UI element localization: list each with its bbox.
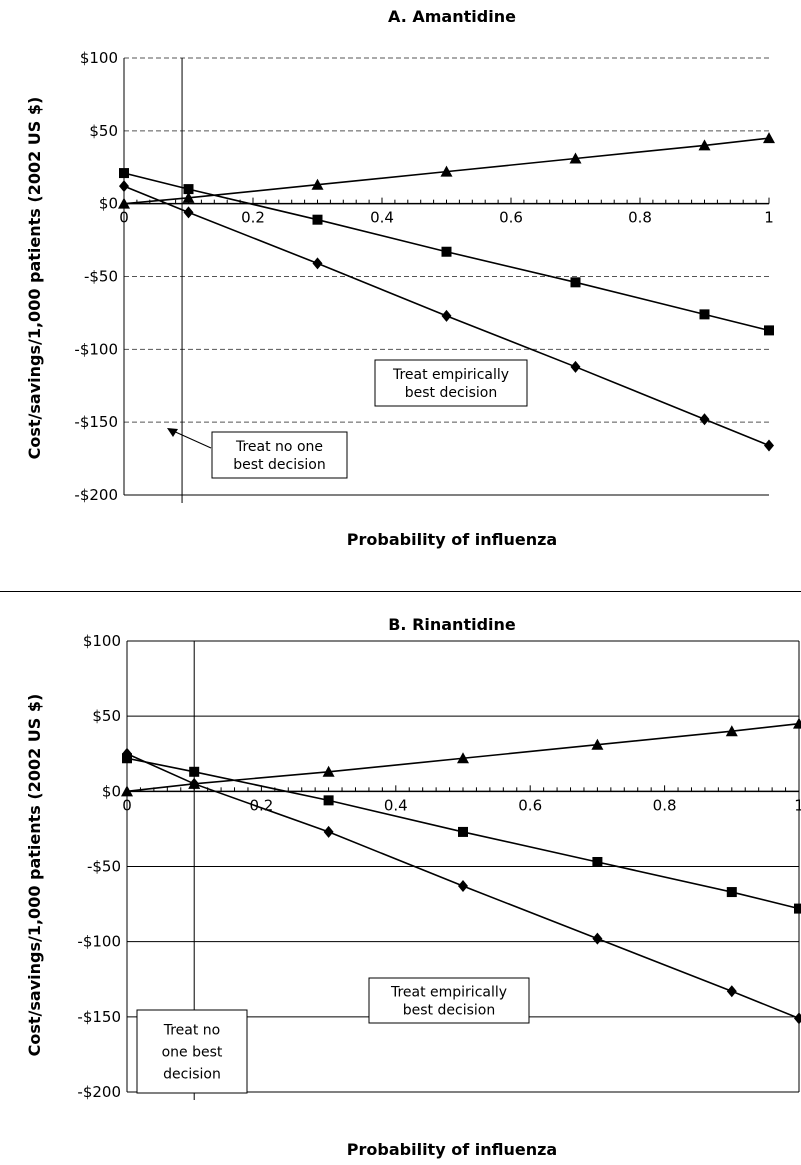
data-point-square <box>726 887 737 898</box>
data-point-triangle <box>569 152 582 164</box>
data-point-triangle <box>118 197 130 209</box>
y-tick-label: $100 <box>83 632 121 650</box>
y-tick-label: $50 <box>89 122 118 140</box>
x-axis-title: Probability of influenza <box>347 530 557 549</box>
data-point-square <box>183 184 194 195</box>
annotation-text: Treat empirically <box>392 367 509 383</box>
y-tick-label: $100 <box>80 49 118 67</box>
data-point-diamond <box>726 985 737 998</box>
data-point-diamond <box>122 747 132 760</box>
annotation-arrow <box>170 429 212 449</box>
x-tick-label: 0.6 <box>499 209 523 227</box>
data-point-square <box>323 795 334 806</box>
data-point-triangle <box>322 765 335 777</box>
data-point-square <box>458 826 468 837</box>
data-point-square <box>764 325 774 336</box>
annotation-text: Treat empirically <box>390 985 507 1001</box>
data-point-square <box>312 214 323 225</box>
data-point-triangle <box>311 178 324 190</box>
annotation-text: decision <box>163 1067 221 1083</box>
x-tick-label: 0 <box>122 796 132 814</box>
data-point-diamond <box>458 880 468 893</box>
y-tick-label: -$50 <box>84 268 118 286</box>
y-tick-label: -$200 <box>74 486 118 504</box>
data-point-square <box>189 766 200 777</box>
y-tick-label: $50 <box>92 707 121 725</box>
y-tick-label: -$50 <box>87 858 121 876</box>
data-point-triangle <box>457 752 469 764</box>
x-tick-label: 0.8 <box>628 209 652 227</box>
annotation-text: best decision <box>405 385 497 401</box>
data-point-diamond <box>119 180 129 193</box>
data-point-diamond <box>441 309 452 322</box>
x-tick-label: 0.8 <box>653 796 677 814</box>
data-point-diamond <box>592 932 603 945</box>
chart-title: B. Rinantidine <box>388 615 516 634</box>
y-axis-title: Cost/savings/1,000 patients (2002 US $) <box>25 97 44 460</box>
data-point-diamond <box>323 825 334 838</box>
chart-title: A. Amantidine <box>388 7 516 26</box>
data-point-triangle <box>725 725 738 737</box>
data-point-diamond <box>699 413 710 426</box>
x-tick-label: 0.4 <box>384 796 408 814</box>
data-point-square <box>570 277 581 288</box>
data-point-square <box>794 903 801 914</box>
chart-amantidine: A. Amantidine $100 $50 $0 -$50 -$100 -$150 -$2… <box>25 7 775 549</box>
data-point-diamond <box>189 777 200 790</box>
y-tick-label: -$200 <box>77 1083 121 1101</box>
annotation-text: one best <box>162 1045 223 1061</box>
annotation-box <box>211 431 348 479</box>
data-point-triangle <box>763 132 775 144</box>
annotation-text: Treat no one <box>235 439 323 455</box>
data-point-diamond <box>570 360 581 373</box>
data-point-diamond <box>794 1012 801 1025</box>
x-tick-label: 0.2 <box>241 209 265 227</box>
y-tick-label: -$100 <box>74 340 118 358</box>
chart-rinantidine: B. Rinantidine $100 $50 $0 -$50 -$100 -$150 -$… <box>25 615 801 1159</box>
y-axis-title: Cost/savings/1,000 patients (2002 US $) <box>25 694 44 1057</box>
y-tick-label: -$100 <box>77 933 121 951</box>
annotation-arrowhead <box>167 428 178 437</box>
data-point-diamond <box>183 206 194 219</box>
annotation-box <box>136 1009 248 1094</box>
data-point-triangle <box>121 785 133 797</box>
y-tick-label: $0 <box>99 195 118 213</box>
annotation-text: Treat no <box>163 1023 221 1039</box>
annotation-box <box>374 359 528 407</box>
annotation-box <box>368 977 530 1024</box>
data-point-triangle <box>591 738 604 750</box>
section-divider <box>0 591 801 592</box>
y-tick-label: -$150 <box>77 1008 121 1026</box>
y-tick-label: $0 <box>102 782 121 800</box>
data-point-square <box>441 246 452 257</box>
data-point-diamond <box>312 257 323 270</box>
annotation-text: best decision <box>403 1003 495 1019</box>
y-tick-label: -$150 <box>74 413 118 431</box>
data-point-square <box>119 168 129 179</box>
x-tick-label: 0 <box>119 209 129 227</box>
x-tick-label: 1 <box>764 209 774 227</box>
x-tick-label: 0.6 <box>518 796 542 814</box>
data-point-square <box>699 309 710 320</box>
x-tick-label: 1 <box>794 796 801 814</box>
data-point-diamond <box>764 439 774 452</box>
annotation-text: best decision <box>233 457 325 473</box>
data-point-triangle <box>793 717 801 729</box>
data-point-triangle <box>182 191 195 203</box>
data-point-triangle <box>440 165 453 177</box>
data-point-triangle <box>698 139 711 151</box>
data-point-square <box>592 856 603 867</box>
x-axis-title: Probability of influenza <box>347 1140 557 1159</box>
x-tick-label: 0.4 <box>370 209 394 227</box>
